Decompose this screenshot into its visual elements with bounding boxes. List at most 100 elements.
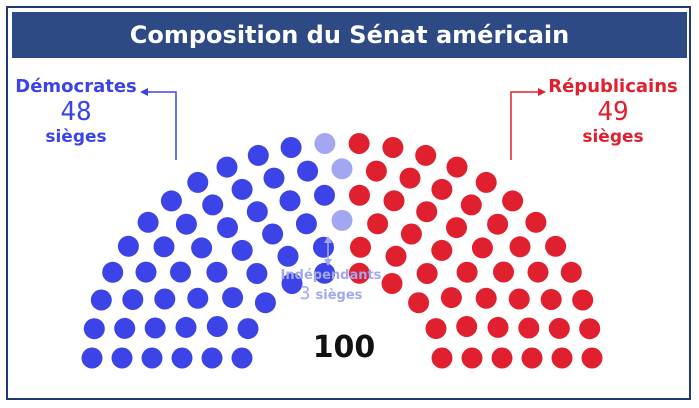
independants-arrow-head-up bbox=[324, 236, 332, 243]
seat-democrates bbox=[231, 239, 253, 261]
seat-republicains bbox=[382, 137, 404, 158]
democrates-arrow bbox=[146, 91, 177, 160]
seat-democrates bbox=[187, 287, 209, 309]
seat-republicains bbox=[548, 317, 570, 339]
seat-republicains bbox=[518, 317, 540, 339]
seat-democrates bbox=[237, 318, 259, 340]
seat-democrates bbox=[170, 261, 191, 283]
independants-unit: sièges bbox=[315, 288, 363, 303]
republicains-arrow-head bbox=[538, 88, 546, 96]
seat-democrates bbox=[175, 213, 197, 235]
seat-independants bbox=[314, 133, 336, 154]
seat-republicains bbox=[431, 347, 453, 369]
seat-democrates bbox=[246, 263, 268, 284]
republicains-unit: sièges bbox=[582, 127, 644, 147]
seat-republicains bbox=[487, 316, 509, 338]
seat-democrates bbox=[135, 261, 157, 283]
seat-democrates bbox=[217, 217, 238, 239]
seat-democrates bbox=[171, 347, 193, 369]
seat-democrates bbox=[137, 211, 159, 233]
seat-republicains bbox=[471, 237, 493, 259]
seat-democrates bbox=[247, 144, 269, 166]
seat-republicains bbox=[446, 156, 468, 178]
seat-democrates bbox=[279, 190, 301, 212]
seat-republicains bbox=[509, 236, 531, 258]
republicains-arrow bbox=[510, 91, 540, 160]
republicains-name: Républicains bbox=[548, 76, 678, 97]
seat-democrates bbox=[314, 262, 336, 284]
seat-republicains bbox=[572, 289, 594, 311]
seat-republicains bbox=[348, 262, 370, 284]
seat-democrates bbox=[216, 156, 238, 178]
seat-democrates bbox=[111, 347, 133, 369]
seat-democrates bbox=[160, 190, 182, 212]
independants-label: Indépendants 3 sièges bbox=[276, 268, 386, 305]
seat-democrates bbox=[175, 316, 197, 338]
seat-democrates bbox=[206, 316, 228, 337]
seat-democrates bbox=[281, 273, 303, 294]
seat-independants bbox=[331, 158, 353, 180]
total-seats: 100 bbox=[312, 330, 376, 365]
seat-republicains bbox=[493, 261, 514, 283]
seat-democrates bbox=[231, 178, 253, 200]
seat-republicains bbox=[491, 347, 513, 369]
independants-name: Indépendants bbox=[280, 268, 382, 283]
seat-independants bbox=[331, 209, 353, 231]
seat-republicains bbox=[431, 239, 453, 261]
seat-republicains bbox=[446, 217, 467, 239]
seat-democrates bbox=[83, 318, 105, 340]
democrates-arrow-head bbox=[140, 88, 148, 96]
seat-republicains bbox=[349, 184, 370, 206]
democrates-label: Démocrates 48 sièges bbox=[14, 76, 138, 147]
seat-democrates bbox=[277, 245, 299, 267]
seat-democrates bbox=[202, 194, 224, 216]
seat-republicains bbox=[408, 292, 430, 314]
seat-republicains bbox=[440, 287, 462, 309]
seat-democrates bbox=[297, 160, 319, 182]
seat-republicains bbox=[383, 190, 405, 212]
seat-republicains bbox=[540, 289, 562, 310]
seat-democrates bbox=[144, 317, 166, 339]
seat-republicains bbox=[365, 160, 387, 182]
seat-democrates bbox=[262, 223, 284, 245]
seat-democrates bbox=[222, 287, 244, 309]
seat-democrates bbox=[246, 201, 268, 223]
seat-republicains bbox=[456, 316, 478, 337]
seat-republicains bbox=[475, 287, 497, 309]
seat-republicains bbox=[456, 261, 478, 283]
seat-republicains bbox=[415, 144, 437, 166]
seat-democrates bbox=[314, 184, 335, 206]
seat-republicains bbox=[579, 318, 601, 340]
seat-republicains bbox=[425, 318, 447, 340]
seat-democrates bbox=[191, 237, 213, 259]
democrates-name: Démocrates bbox=[15, 76, 137, 97]
seat-republicains bbox=[431, 178, 453, 200]
seat-democrates bbox=[187, 171, 209, 193]
independants-seats: 3 bbox=[299, 283, 311, 304]
seat-democrates bbox=[206, 261, 228, 283]
seat-republicains bbox=[508, 288, 530, 310]
seat-republicains bbox=[545, 235, 567, 257]
seat-republicains bbox=[521, 347, 543, 369]
seat-democrates bbox=[114, 317, 136, 339]
seat-republicains bbox=[487, 213, 509, 235]
democrates-unit: sièges bbox=[45, 127, 107, 147]
seat-republicains bbox=[350, 236, 371, 258]
seat-democrates bbox=[313, 236, 334, 258]
seat-republicains bbox=[367, 213, 389, 235]
seat-democrates bbox=[280, 137, 302, 158]
seat-democrates bbox=[122, 289, 144, 310]
republicains-label: Républicains 49 sièges bbox=[548, 76, 678, 147]
independants-arrow-head-down bbox=[324, 259, 332, 266]
seat-democrates bbox=[117, 235, 139, 257]
seat-democrates bbox=[254, 292, 276, 314]
seat-democrates bbox=[81, 347, 103, 369]
seat-republicains bbox=[399, 167, 421, 189]
seat-democrates bbox=[153, 236, 175, 258]
seat-republicains bbox=[385, 245, 407, 267]
seat-republicains bbox=[348, 133, 370, 154]
seat-republicains bbox=[475, 171, 497, 193]
seat-republicains bbox=[525, 211, 547, 233]
chart-title: Composition du Sénat américain bbox=[12, 12, 687, 58]
